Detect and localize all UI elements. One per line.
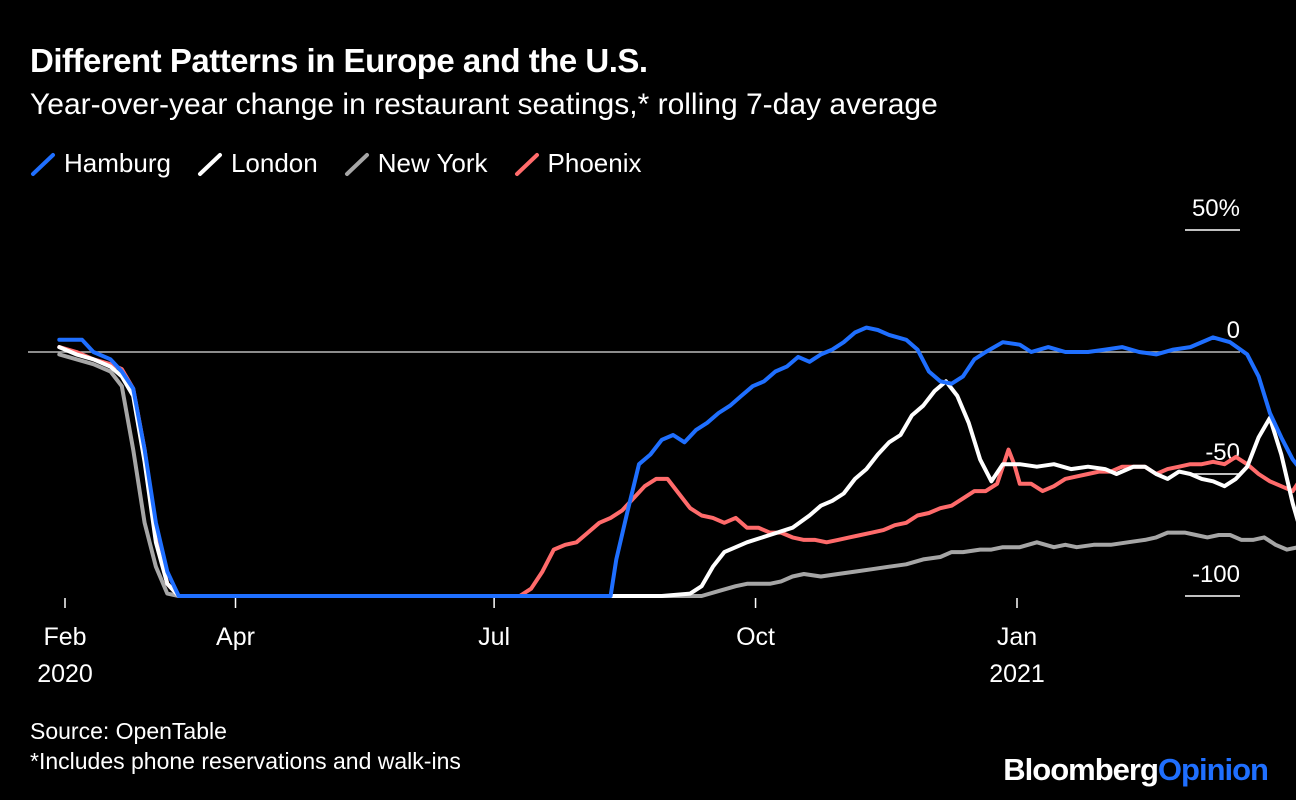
legend-label-phoenix: Phoenix [547,148,642,178]
legend-swatch-line-phoenix [514,152,539,176]
source-note: Source: OpenTable [30,718,227,744]
x-tick-sublabel-4: 2021 [989,660,1045,688]
series-line-new-york [57,352,1296,598]
chart-subtitle: Year-over-year change in restaurant seat… [30,88,938,121]
legend-item-new-york: New York [344,148,488,179]
legend-swatch-line-new-york [344,152,369,176]
legend-swatch-new-york [344,152,369,176]
legend-item-hamburg: Hamburg [30,148,171,179]
y-tick-label-3: -100 [1192,561,1240,588]
footnote: *Includes phone reservations and walk-in… [30,748,461,774]
logo-part-bloomberg: Bloomberg [1003,752,1159,787]
series-line-london [57,345,1296,598]
legend-item-phoenix: Phoenix [514,148,642,179]
series-line-hamburg [57,325,1296,598]
legend-item-london: London [197,148,318,179]
legend-swatch-london [197,152,222,176]
x-tick-label-2: Jul [478,623,510,651]
legend-label-hamburg: Hamburg [64,148,171,178]
x-tick-label-1: Apr [216,623,255,651]
x-tick-sublabel-0: 2020 [37,660,93,688]
logo-part-opinion: Opinion [1157,752,1269,787]
y-tick-label-1: 0 [1227,317,1240,344]
legend-swatch-phoenix [514,152,539,176]
legend-label-new-york: New York [377,148,488,178]
bloomberg-opinion-logo: BloombergOpinion [1003,752,1269,788]
legend-label-london: London [230,148,318,178]
chart-legend: Hamburg London New York Phoenix [30,148,642,179]
legend-swatch-line-london [197,152,222,176]
y-tick-label-0: 50% [1192,195,1240,222]
chart-footer: Source: OpenTable *Includes phone reserv… [30,716,461,776]
x-tick-label-3: Oct [736,623,775,651]
legend-swatch-line-hamburg [31,152,55,176]
x-tick-label-4: Jan [997,623,1037,651]
chart-title: Different Patterns in Europe and the U.S… [30,42,648,79]
legend-swatch-hamburg [31,152,55,176]
x-tick-label-0: Feb [43,623,86,651]
